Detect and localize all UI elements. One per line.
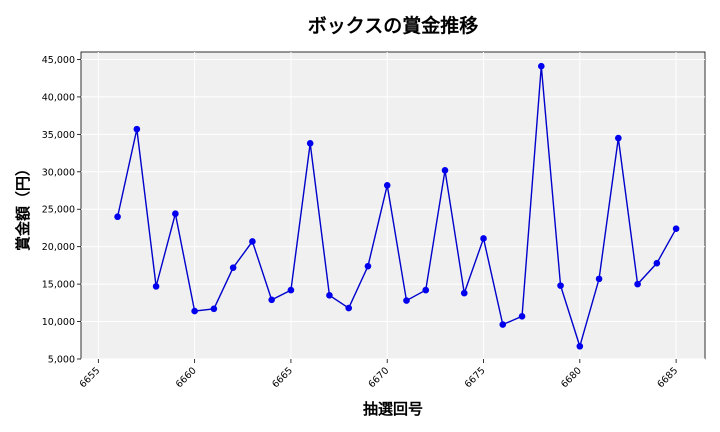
plot-area [80,51,706,360]
x-tick-label: 6665 [270,365,295,390]
y-tick-label: 5,000 [48,355,75,366]
data-point [537,62,545,70]
data-point [152,283,160,290]
data-point [634,280,641,288]
y-tick-label: 25,000 [42,205,75,216]
y-tick-label: 45,000 [42,55,75,66]
chart-title: ボックスの賞金推移 [308,14,478,37]
data-point [326,292,333,299]
x-tick-label: 6660 [174,365,199,390]
data-point [287,286,295,294]
data-point [441,167,449,174]
x-tick-label: 6680 [559,365,584,390]
data-point [653,259,661,267]
data-point [480,235,487,242]
data-point [268,296,275,304]
data-point [499,321,507,328]
data-point [345,304,353,312]
data-points [114,62,680,350]
data-point [595,275,603,283]
x-tick-label: 6685 [655,365,680,390]
data-point [672,225,680,233]
x-tick-label: 6675 [463,365,488,390]
x-tick-label: 6655 [78,365,103,390]
y-tick-label: 40,000 [42,92,75,103]
data-point [422,286,430,294]
data-point [460,289,468,297]
y-tick-label: 15,000 [42,280,75,291]
y-tick-label: 10,000 [42,317,75,328]
data-point [615,134,622,142]
y-tick-label: 30,000 [42,167,75,178]
y-axis-label: 賞金額（円） [14,161,32,251]
data-point [576,342,584,350]
grid-layer [81,52,705,360]
data-point [364,262,372,270]
data-point [557,282,564,289]
data-point [518,313,526,320]
data-point [114,213,121,221]
y-tick-label: 35,000 [42,130,75,141]
data-point [403,297,410,304]
data-point [229,264,237,271]
data-point [210,305,218,313]
data-point [191,307,198,315]
x-axis-label: 抽選回号 [363,400,423,418]
data-point [133,125,141,133]
x-tick-label: 6670 [366,365,391,390]
data-point [172,210,179,218]
y-tick-label: 20,000 [42,242,75,253]
data-point [306,140,314,147]
data-point [249,238,256,245]
data-point [383,181,391,189]
